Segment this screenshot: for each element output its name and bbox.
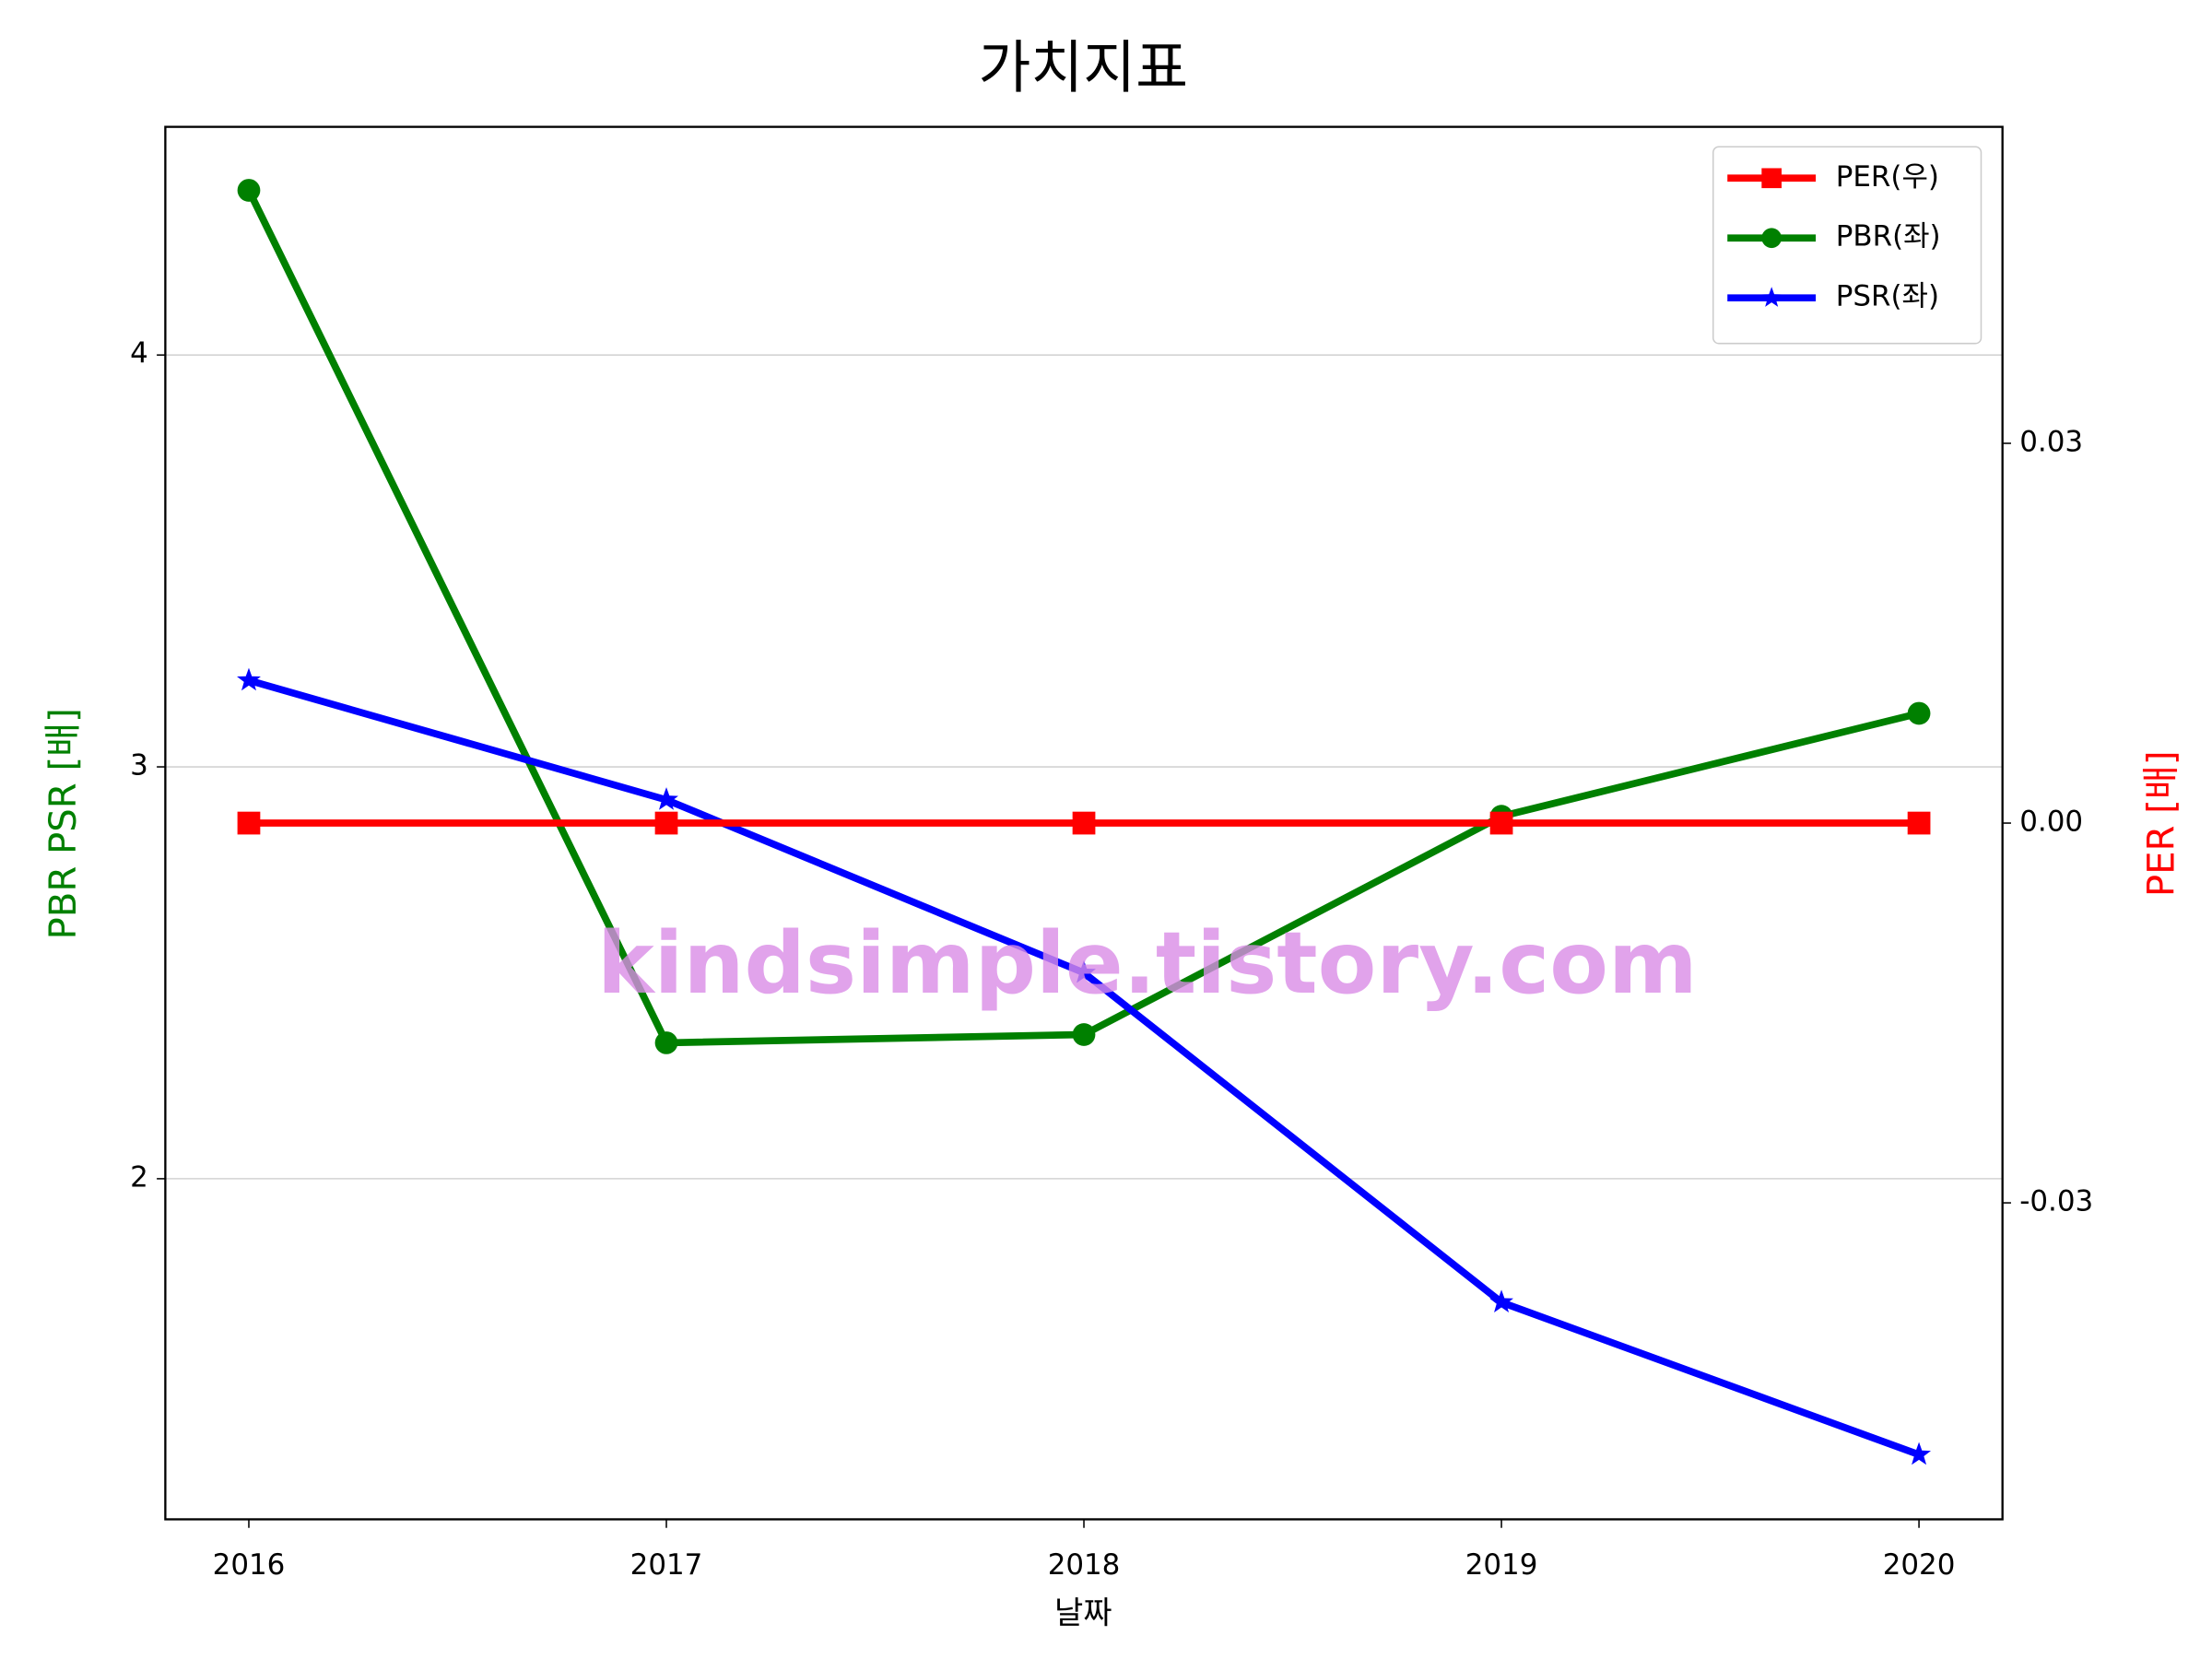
data-point <box>1907 1441 1932 1465</box>
data-point <box>237 667 261 691</box>
x-axis-label: 날짜 <box>1054 1595 1112 1632</box>
y-tick-label: 4 <box>130 337 148 371</box>
legend-label: PBR(좌) <box>1836 220 1941 253</box>
chart-title: 가치지표 <box>978 34 1188 100</box>
legend-label: PER(우) <box>1836 160 1939 194</box>
data-point <box>1489 1289 1513 1312</box>
y2-tick-label: 0.03 <box>2019 425 2083 458</box>
data-point <box>1072 959 1096 983</box>
data-point <box>1907 701 1931 725</box>
x-tick-label: 2016 <box>213 1548 286 1582</box>
data-point <box>1072 1023 1096 1046</box>
legend-marker <box>1761 168 1782 189</box>
y-tick-label: 2 <box>130 1160 148 1194</box>
x-tick-label: 2017 <box>630 1548 703 1582</box>
data-point <box>654 787 678 810</box>
data-point <box>654 1031 678 1054</box>
x-tick-label: 2019 <box>1465 1548 1538 1582</box>
y2-tick-label: 0.00 <box>2019 806 2083 839</box>
data-point <box>654 811 678 835</box>
y-tick-label: 3 <box>130 749 148 782</box>
watermark: kindsimple.tistory.com <box>597 913 1698 1013</box>
data-point <box>237 811 261 835</box>
data-point <box>1489 811 1513 835</box>
y2-tick-label: -0.03 <box>2019 1185 2093 1218</box>
legend-marker <box>1761 228 1782 249</box>
data-point <box>1907 811 1931 835</box>
x-tick-label: 2020 <box>1883 1548 1956 1582</box>
data-point <box>237 179 261 202</box>
data-point <box>1072 811 1096 835</box>
legend-label: PSR(좌) <box>1836 280 1939 313</box>
y-axis-label: PBR PSR [배] <box>42 708 85 939</box>
plot-frame <box>164 125 2004 1521</box>
legend-marker <box>1760 287 1783 307</box>
y2-axis-label: PER [배] <box>2140 750 2183 897</box>
x-tick-label: 2018 <box>1048 1548 1121 1582</box>
